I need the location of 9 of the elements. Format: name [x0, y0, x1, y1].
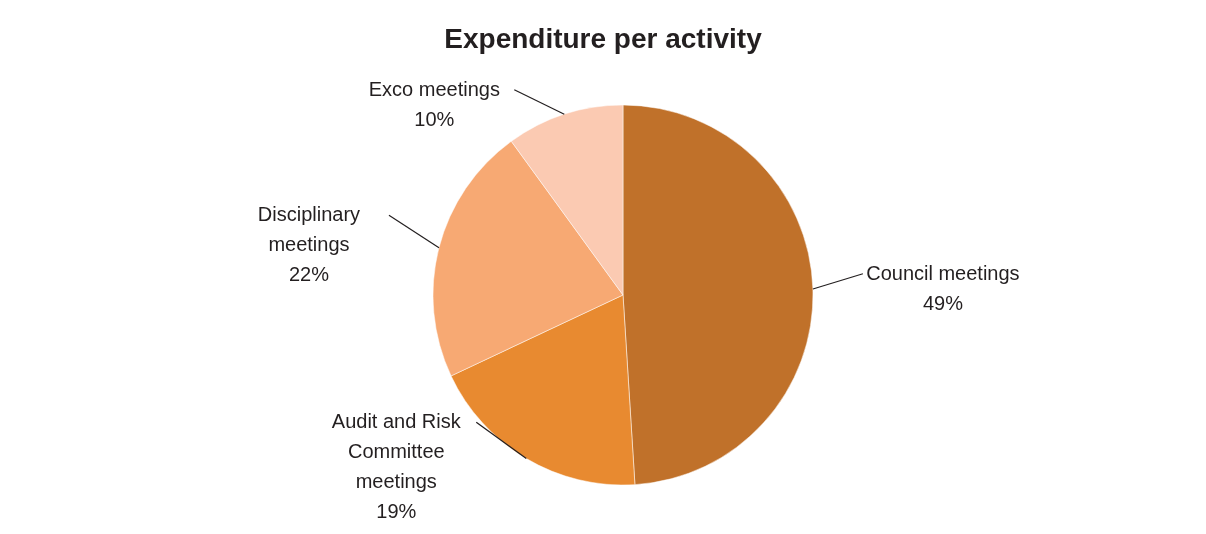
slice-label: Council meetings	[866, 261, 1020, 284]
slice-label: Audit and Risk Committee meetings	[331, 410, 462, 493]
data-label: 22%	[288, 263, 330, 286]
slice-label: Exco meetings	[368, 77, 500, 100]
chart-title: Expenditure per activity	[444, 23, 763, 54]
data-label: 10%	[414, 107, 455, 130]
data-label: 49%	[922, 291, 964, 314]
data-label: 19%	[376, 500, 417, 523]
slice-label: Disciplinary meetings	[257, 203, 361, 256]
